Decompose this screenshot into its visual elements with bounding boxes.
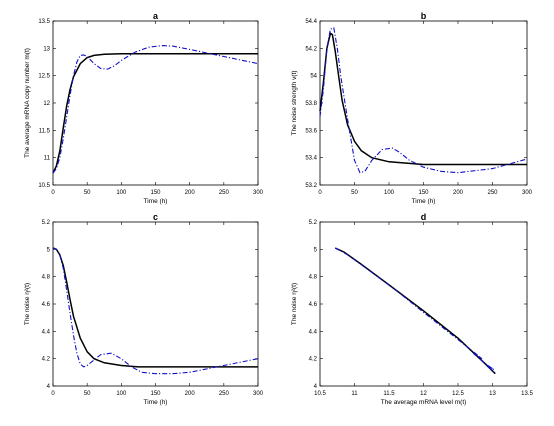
x-tick-label-c: 150: [150, 391, 161, 397]
x-tick-label-c: 200: [185, 391, 196, 397]
y-tick-label-c: 4: [47, 384, 51, 390]
series-solid-line-c: [52, 247, 258, 368]
x-tick-label-c: 100: [116, 391, 127, 397]
y-tick-label-c: 5: [47, 247, 51, 253]
x-tick-label-a: 100: [116, 190, 127, 196]
panel-c: 0 50 100 150 200 250 300 4 4.2 4.4 4.6 4.8 5 5.2 c Time…: [24, 212, 264, 406]
y-tick-label-c: 4.4: [42, 329, 51, 335]
x-tick-label-d: 10.5: [314, 391, 326, 397]
y-tick-label-d: 5.2: [309, 220, 318, 226]
panel-b: 0 50 100 150 200 250 300 53.2 53.4 53.6 53.8 54 54.2…: [291, 11, 533, 205]
y-tick-label-a: 13: [43, 46, 50, 52]
x-axis-label-c: Time (h): [144, 399, 168, 406]
x-tick-label-b: 50: [351, 190, 358, 196]
x-tick-label-a: 250: [219, 190, 230, 196]
y-tick-label-d: 4: [314, 384, 318, 390]
y-axis-label-d: The noise η²(t): [291, 283, 298, 325]
y-tick-label-b: 53.2: [305, 183, 317, 189]
series-dashdot-line-d: [334, 247, 496, 375]
y-tick-label-d: 4.4: [309, 329, 318, 335]
panel-title-b: b: [421, 11, 427, 21]
y-tick-label-d: 5: [314, 247, 318, 253]
y-axis-label-b: The noise strength v(t): [291, 70, 298, 135]
series-dashdot-line-c: [52, 247, 259, 375]
x-tick-label-c: 250: [219, 391, 230, 397]
y-tick-label-d: 4.2: [309, 357, 318, 363]
y-tick-label-a: 12.5: [38, 74, 50, 80]
x-tick-label-d: 11.5: [383, 391, 395, 397]
x-tick-label-b: 150: [418, 190, 429, 196]
y-tick-label-c: 4.6: [42, 302, 51, 308]
panel-d: 10.5 11 11.5 12 12.5 13 13.5 4 4.2 4.4 4.6 4.8 5 5.2 d…: [291, 212, 533, 406]
y-tick-label-b: 53.4: [305, 156, 317, 162]
x-tick-label-c: 50: [84, 391, 91, 397]
x-tick-label-c: 0: [51, 391, 55, 397]
series-solid-line-a: [52, 53, 258, 174]
x-tick-label-a: 50: [84, 190, 91, 196]
x-tick-label-d: 12: [420, 391, 427, 397]
x-tick-label-d: 13.5: [521, 391, 533, 397]
y-tick-label-a: 11.5: [39, 128, 51, 134]
y-tick-label-b: 54.4: [305, 19, 317, 25]
x-tick-label-b: 100: [384, 190, 395, 196]
y-tick-label-b: 53.6: [305, 128, 317, 134]
series-dashdot-line-b: [319, 27, 528, 174]
y-tick-label-b: 54: [310, 74, 317, 80]
x-tick-label-d: 12.5: [452, 391, 464, 397]
panel-title-a: a: [153, 11, 159, 21]
x-tick-label-b: 250: [487, 190, 498, 196]
x-tick-label-b: 200: [453, 190, 464, 196]
panel-title-d: d: [421, 212, 427, 222]
y-tick-label-b: 54.2: [305, 46, 317, 52]
y-tick-label-c: 4.8: [42, 275, 51, 281]
y-tick-label-d: 4.6: [309, 302, 318, 308]
panel-title-c: c: [153, 212, 158, 222]
series-dashdot-line-a: [52, 45, 259, 174]
y-axis-label-c: The noise η²(t): [24, 283, 31, 325]
x-tick-label-a: 300: [253, 190, 264, 196]
y-tick-label-a: 10.5: [38, 183, 50, 189]
x-tick-label-a: 0: [51, 190, 55, 196]
x-axis-label-b: Time (h): [412, 198, 436, 205]
x-axis-label-a: Time (h): [144, 198, 168, 205]
x-tick-label-a: 150: [150, 190, 161, 196]
x-tick-label-c: 300: [253, 391, 264, 397]
y-axis-label-a: The average mRNA copy number m(t): [24, 48, 31, 158]
y-tick-label-c: 5.2: [42, 220, 51, 226]
y-tick-label-a: 13.5: [38, 19, 50, 25]
y-tick-label-a: 11: [44, 156, 51, 162]
y-tick-label-b: 53.8: [305, 101, 317, 107]
y-tick-label-d: 4.8: [309, 275, 318, 281]
x-axis-label-d: The average mRNA level m(t): [381, 399, 467, 406]
x-tick-label-a: 200: [185, 190, 196, 196]
x-tick-label-b: 300: [522, 190, 533, 196]
x-tick-label-d: 13: [489, 391, 496, 397]
x-tick-label-d: 11: [351, 391, 358, 397]
panel-a: 0 50 100 150 200 250 300 10.5 11 11.5 12 12.5 13 13.5…: [24, 11, 264, 205]
x-tick-label-b: 0: [318, 190, 322, 196]
y-tick-label-a: 12: [43, 101, 50, 107]
y-tick-label-c: 4.2: [42, 357, 51, 363]
